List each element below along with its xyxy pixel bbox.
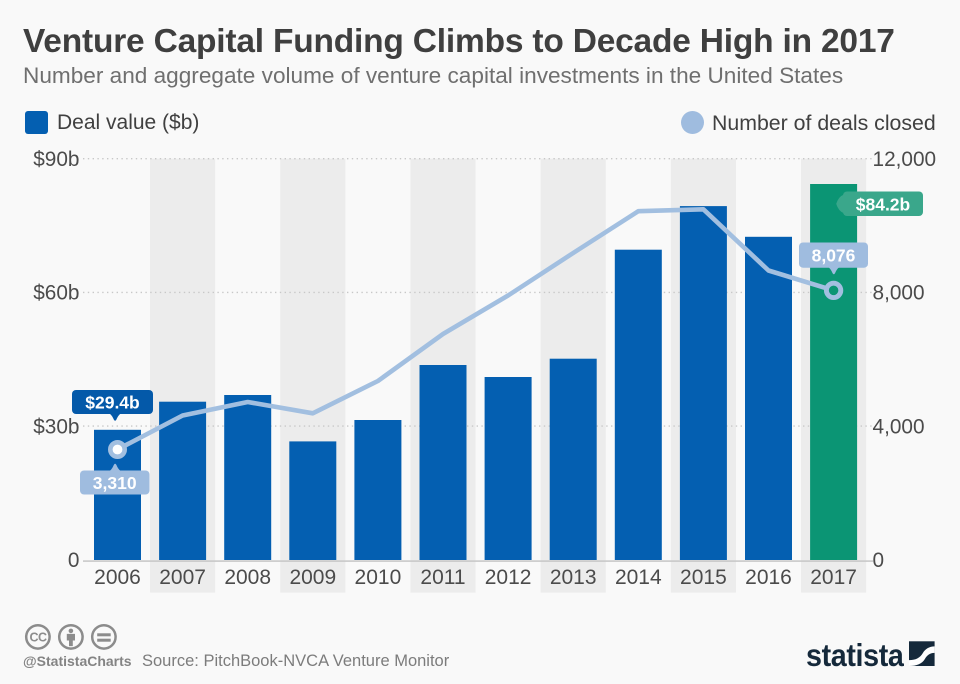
svg-text:4,000: 4,000 (873, 415, 925, 438)
svg-text:2011: 2011 (420, 566, 465, 589)
svg-text:$60b: $60b (33, 282, 79, 305)
svg-text:2017: 2017 (810, 566, 857, 589)
svg-text:2010: 2010 (355, 566, 402, 589)
svg-text:8,076: 8,076 (812, 246, 856, 266)
svg-text:2008: 2008 (224, 566, 271, 589)
svg-text:$30b: $30b (33, 415, 79, 438)
svg-text:CC: CC (29, 631, 47, 645)
svg-text:12,000: 12,000 (873, 148, 937, 171)
svg-text:0: 0 (68, 549, 80, 572)
svg-text:2013: 2013 (550, 566, 597, 589)
svg-text:3,310: 3,310 (93, 473, 137, 493)
svg-text:2007: 2007 (159, 566, 206, 589)
svg-text:$90b: $90b (33, 148, 79, 171)
svg-text:2012: 2012 (485, 566, 532, 589)
svg-text:2015: 2015 (680, 566, 727, 589)
svg-text:2016: 2016 (745, 566, 792, 589)
svg-text:2009: 2009 (289, 566, 336, 589)
svg-text:$84.2b: $84.2b (856, 194, 910, 214)
svg-text:0: 0 (873, 549, 885, 572)
svg-text:2014: 2014 (615, 566, 662, 589)
svg-text:8,000: 8,000 (873, 282, 925, 305)
svg-text:$29.4b: $29.4b (85, 393, 139, 413)
svg-text:2006: 2006 (94, 566, 141, 589)
